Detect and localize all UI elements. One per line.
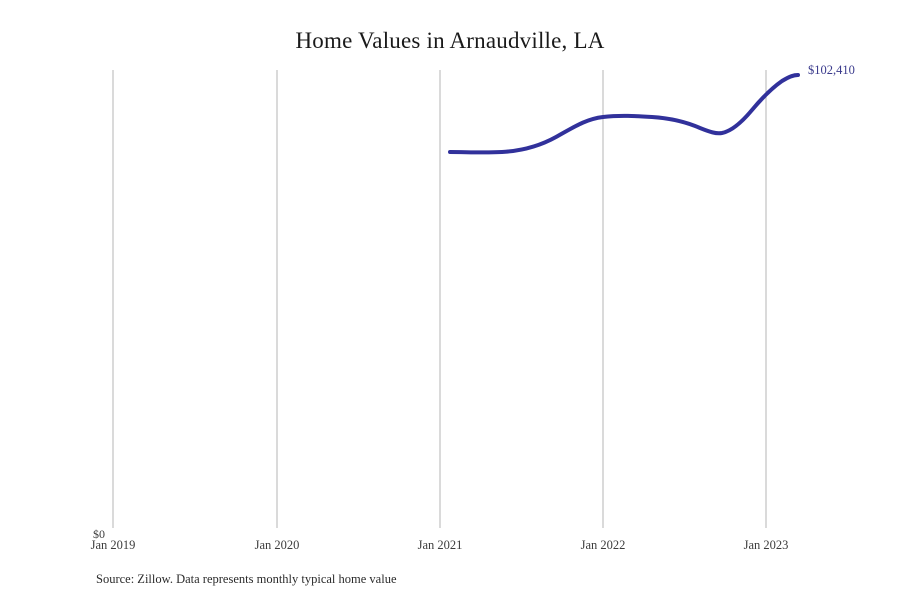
xtick-label-jan-2022: Jan 2022 — [580, 538, 626, 552]
xtick-label-jan-2020: Jan 2020 — [254, 538, 300, 552]
page-title: Home Values in Arnaudville, LA — [295, 28, 605, 53]
end-value-label: $102,410 — [808, 63, 855, 77]
xtick-label-jan-2019: Jan 2019 — [90, 538, 136, 552]
source-note: Source: Zillow. Data represents monthly … — [96, 572, 397, 586]
xtick-label-jan-2023: Jan 2023 — [743, 538, 789, 552]
data-series-line — [448, 73, 800, 155]
gridlines — [112, 70, 767, 528]
ytick-label-zero: $0 — [93, 527, 105, 541]
xtick-label-jan-2021: Jan 2021 — [417, 538, 463, 552]
